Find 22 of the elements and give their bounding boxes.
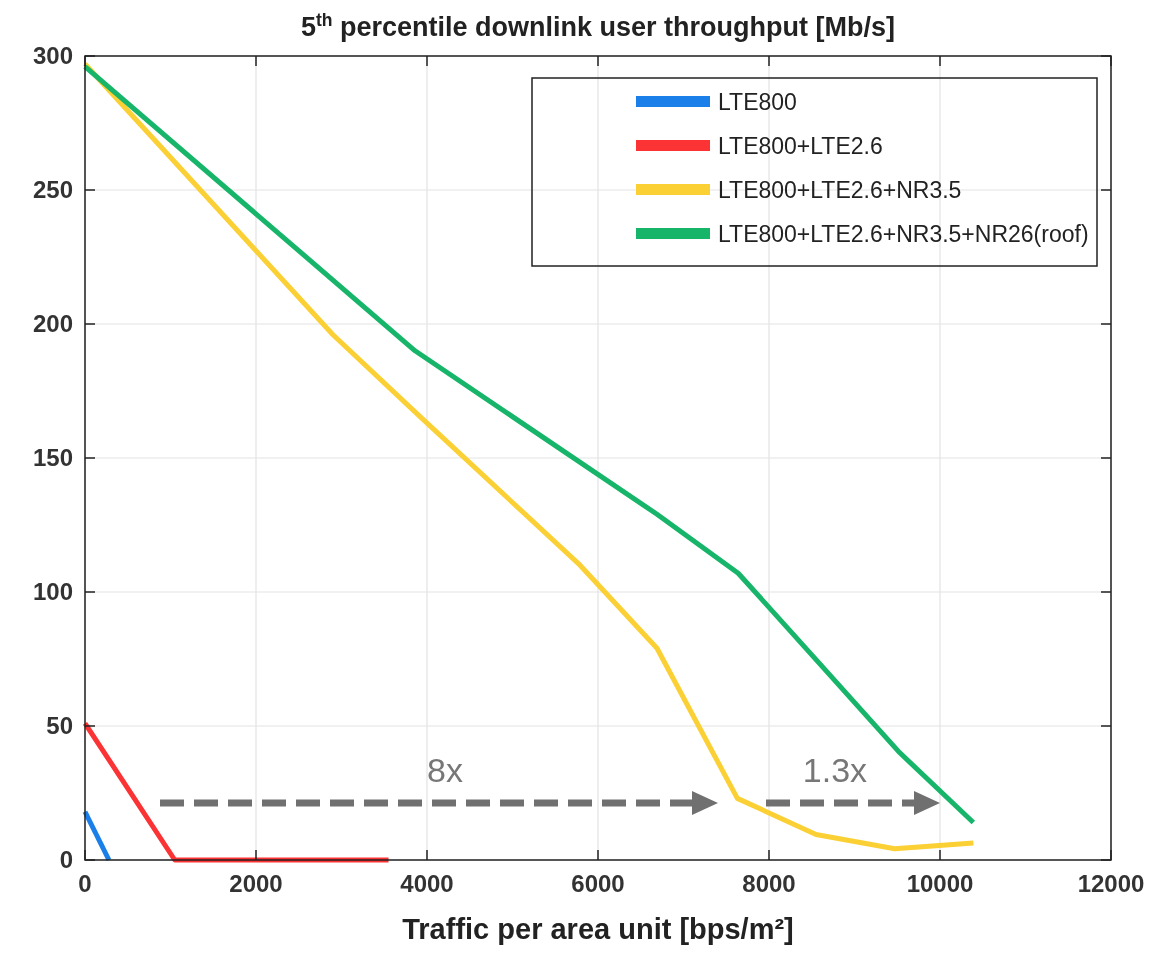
x-tick-label: 12000 bbox=[1077, 870, 1145, 897]
annotation: 1.3x bbox=[802, 751, 868, 789]
x-tick-label: 0 bbox=[78, 870, 92, 897]
legend-label: LTE800 bbox=[718, 89, 797, 115]
y-tick-label: 50 bbox=[46, 712, 73, 739]
y-tick-label: 150 bbox=[32, 444, 73, 471]
x-tick-label: 4000 bbox=[400, 870, 454, 897]
y-tick-label: 100 bbox=[32, 578, 73, 605]
chart-title: 5$^{th}$ percentile downlink user throughput [Mb/s] bbox=[300, 10, 896, 42]
x-tick-label: 8000 bbox=[742, 870, 796, 897]
x-tick-label: 10000 bbox=[906, 870, 974, 897]
y-tick-label: 0 bbox=[59, 846, 73, 873]
y-tick-label: 300 bbox=[32, 42, 73, 69]
legend-label: LTE800+LTE2.6+NR3.5 bbox=[718, 177, 962, 203]
x-tick-label: 2000 bbox=[229, 870, 283, 897]
x-axis-title: Traffic per area unit [bps/m²] bbox=[402, 913, 794, 945]
legend-label: LTE800+LTE2.6 bbox=[718, 133, 883, 159]
annotation: 8x bbox=[427, 751, 463, 789]
x-tick-label: 6000 bbox=[571, 870, 625, 897]
legend-label: LTE800+LTE2.6+NR3.5+NR26(roof) bbox=[718, 221, 1089, 247]
y-tick-label: 250 bbox=[32, 176, 73, 203]
y-tick-label: 200 bbox=[32, 310, 73, 337]
